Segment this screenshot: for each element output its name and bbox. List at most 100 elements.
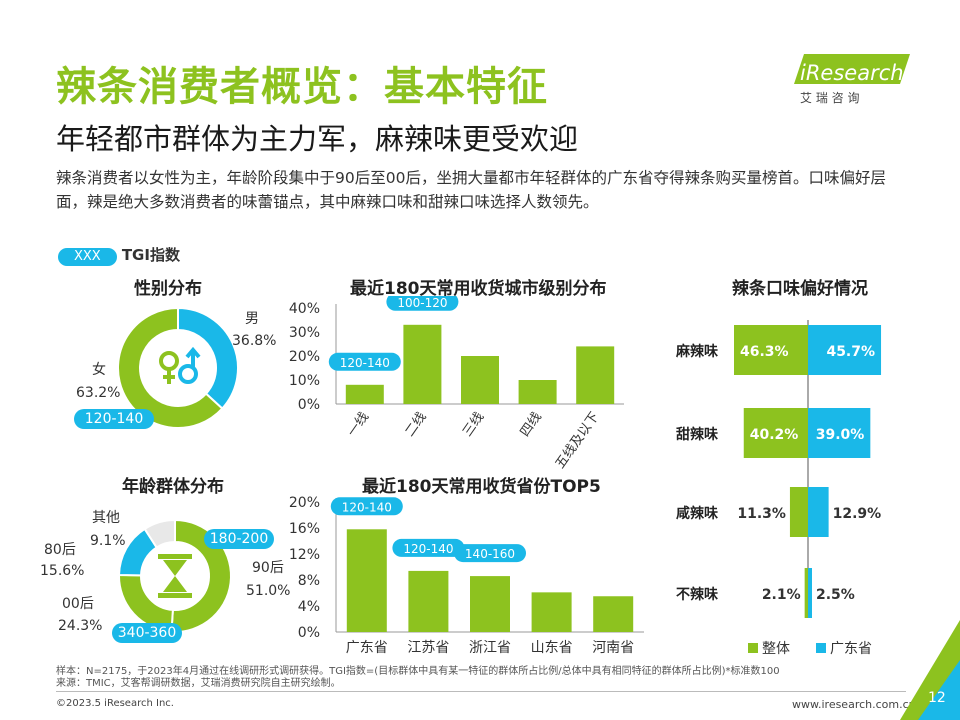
taste-bar-overall <box>789 487 808 537</box>
age-slice-other <box>143 518 176 549</box>
taste-legend-swatch-guangdong <box>816 643 826 653</box>
city-bar <box>576 346 615 404</box>
city-tgi-label: 120-140 <box>340 356 390 370</box>
taste-value-guangdong: 45.7% <box>826 344 875 360</box>
city-bar <box>461 356 499 404</box>
age-00-label: 00后 <box>62 596 94 612</box>
taste-legend-swatch-overall <box>748 643 758 653</box>
taste-value-guangdong: 12.9% <box>833 506 882 522</box>
city-ytick: 0% <box>298 397 320 413</box>
province-tgi-label: 140-160 <box>465 547 515 561</box>
province-ytick: 4% <box>298 599 320 615</box>
footnote: 样本：N=2175，于2023年4月通过在线调研形式调研获得。TGI指数=(目标… <box>56 666 780 690</box>
hourglass-upper-glass <box>163 560 187 576</box>
province-top5-bar-chart: 20% 16% 12% 8% 4% 0% 广东省 120-140 江苏省 120-140 浙江省 14… <box>289 495 644 656</box>
city-ytick: 10% <box>289 373 320 389</box>
taste-category-label: 甜辣味 <box>676 426 718 443</box>
tgi-legend-label: TGI指数 <box>121 246 180 264</box>
province-xtick: 广东省 <box>346 640 388 656</box>
gender-donut-chart <box>117 306 239 429</box>
gender-donut-hole <box>142 332 214 404</box>
taste-bar-overall <box>804 568 808 618</box>
city-tgi-pill <box>328 352 401 371</box>
city-ytick: 20% <box>289 349 320 365</box>
province-ytick: 20% <box>289 495 320 511</box>
logo-brand: iResearch <box>800 61 904 85</box>
taste-category-label: 咸辣味 <box>676 505 718 522</box>
male-symbol-arrow <box>185 346 201 359</box>
iresearch-logo: iResearch 艾 瑞 咨 询 <box>782 50 912 106</box>
province-bar <box>408 570 449 632</box>
gender-female-value: 63.2% <box>76 385 121 401</box>
taste-bar-guangdong <box>808 325 882 375</box>
province-tgi-label: 120-140 <box>403 542 453 556</box>
city-xtick: 二线 <box>402 410 429 440</box>
city-xtick: 四线 <box>518 410 545 440</box>
taste-bar-overall <box>734 325 808 375</box>
taste-value-guangdong: 39.0% <box>816 427 865 443</box>
taste-bar-overall <box>743 408 808 458</box>
province-xtick: 山东省 <box>531 640 573 656</box>
taste-value-overall: 40.2% <box>750 427 799 443</box>
taste-value-overall: 46.3% <box>740 344 789 360</box>
taste-value-guangdong: 2.5% <box>816 587 855 603</box>
province-tgi-pill <box>330 497 403 516</box>
taste-value-overall: 2.1% <box>762 587 801 603</box>
province-xtick: 江苏省 <box>407 640 449 656</box>
province-bar <box>593 596 634 632</box>
age-80-value: 15.6% <box>40 563 85 579</box>
city-tgi-pill <box>386 296 459 311</box>
age-90-tgi-pill: 180-200 <box>204 529 274 549</box>
age-00-tgi-pill: 340-360 <box>112 623 182 643</box>
city-xtick: 三线 <box>460 410 487 440</box>
footer-divider <box>56 691 906 692</box>
city-title: 最近180天常用收货城市级别分布 <box>350 279 607 299</box>
city-bar <box>518 380 557 404</box>
logo-tagline: 艾 瑞 咨 询 <box>800 90 859 105</box>
hourglass-lower-glass <box>163 576 187 592</box>
gender-tgi-pill: 120-140 <box>74 409 154 429</box>
province-ytick: 0% <box>298 625 320 641</box>
taste-bar-guangdong <box>808 487 829 537</box>
site-url: www.iresearch.com.cn <box>792 698 916 711</box>
city-ytick: 40% <box>289 301 320 317</box>
tgi-legend-pill: XXX <box>58 248 117 266</box>
city-xtick: 五线及以下 <box>553 410 603 471</box>
city-bar <box>403 324 442 404</box>
gender-male-label: 男 <box>245 311 259 327</box>
hourglass-icon <box>158 554 192 598</box>
age-90-value: 51.0% <box>246 583 291 599</box>
age-other-label: 其他 <box>92 510 120 526</box>
taste-category-label: 麻辣味 <box>675 343 718 360</box>
footnote-source: 来源：TMIC，艾客帮调研数据，艾瑞消费研究院自主研究绘制。 <box>56 678 341 689</box>
province-xtick: 浙江省 <box>469 640 511 656</box>
corner-decoration <box>900 620 960 720</box>
hourglass-top-cap <box>158 554 192 559</box>
page-number: 12 <box>928 690 946 706</box>
taste-bar-guangdong <box>808 568 812 618</box>
province-title: 最近180天常用收货省份TOP5 <box>362 477 601 497</box>
province-ytick: 16% <box>289 521 320 537</box>
gender-female-label: 女 <box>92 362 106 378</box>
age-other-value: 9.1% <box>90 533 126 549</box>
taste-legend-guangdong: 广东省 <box>830 641 872 657</box>
male-symbol-ring <box>178 364 198 384</box>
province-bar <box>346 529 387 632</box>
city-tgi-label: 100-120 <box>397 296 447 310</box>
province-ytick: 12% <box>289 547 320 563</box>
age-00-value: 24.3% <box>58 618 103 634</box>
city-ytick: 30% <box>289 325 320 341</box>
province-xtick: 河南省 <box>592 640 634 656</box>
province-tgi-pill <box>454 544 526 563</box>
age-90-label: 90后 <box>252 560 284 576</box>
gender-icon <box>159 346 201 384</box>
age-80-label: 80后 <box>44 542 76 558</box>
intro-text: 辣条消费者以女性为主，年龄阶段集中于90后至00后，坐拥大量都市年轻群体的广东省… <box>56 169 886 211</box>
province-tgi-label: 120-140 <box>342 500 392 514</box>
taste-legend-overall: 整体 <box>762 641 790 657</box>
age-title: 年龄群体分布 <box>122 477 224 497</box>
taste-bar-guangdong <box>808 408 871 458</box>
taste-title: 辣条口味偏好情况 <box>732 279 868 299</box>
page-subtitle: 年轻都市群体为主力军，麻辣味更受欢迎 <box>56 122 579 156</box>
gender-title: 性别分布 <box>134 279 202 299</box>
